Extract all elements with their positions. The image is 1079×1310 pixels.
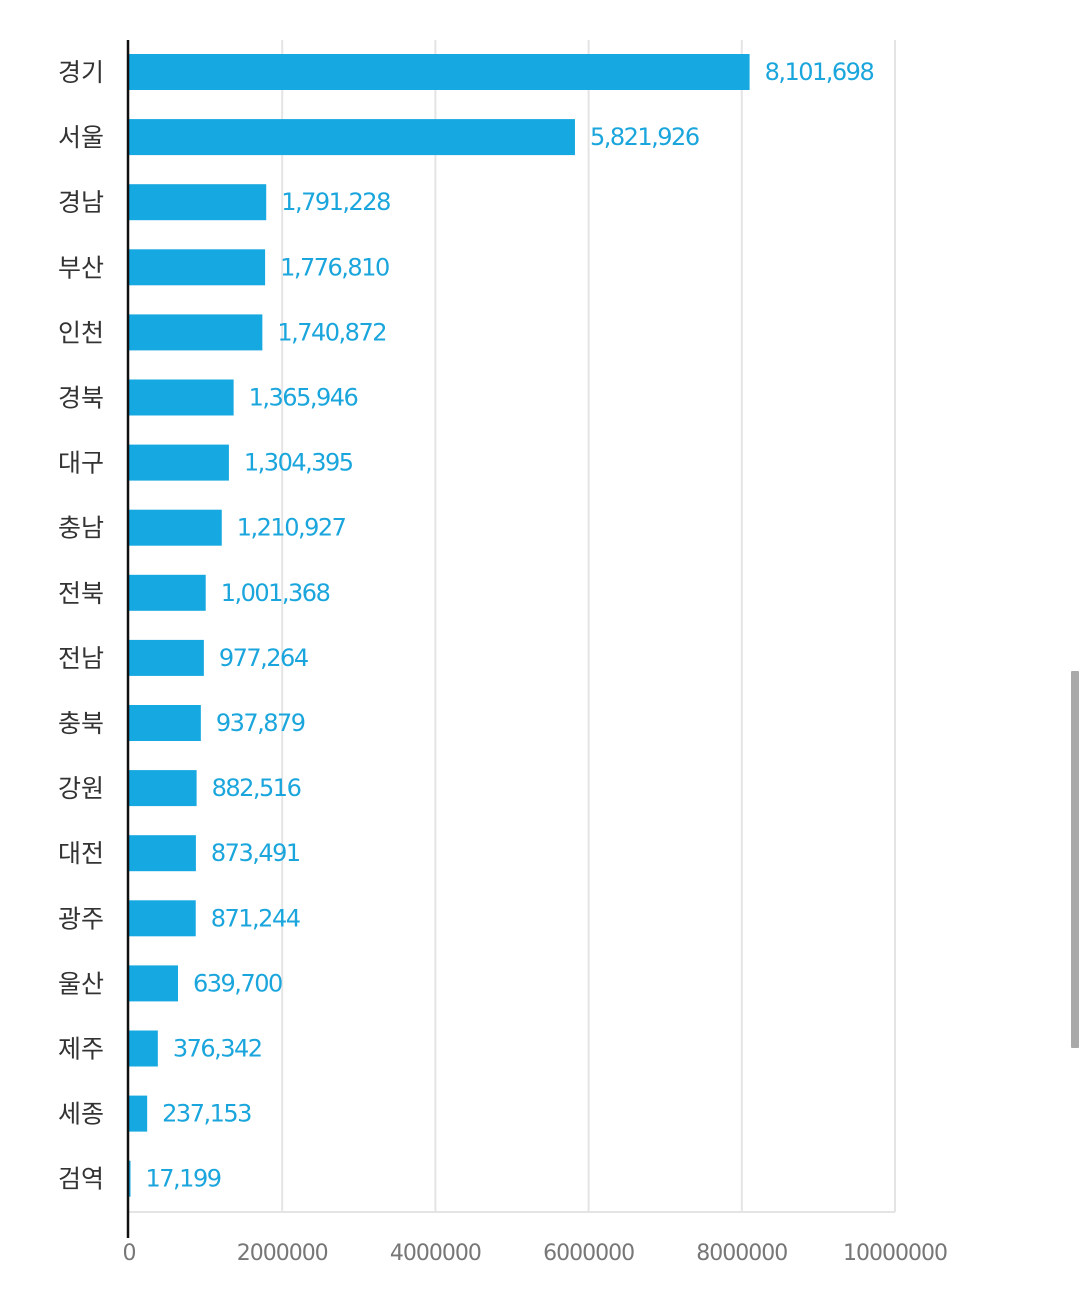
labels: 0 2000000 4000000 6000000 8000000 10000000 경기 8… bbox=[58, 58, 948, 1266]
value-label: 1,365,946 bbox=[249, 384, 358, 412]
bar-울산 bbox=[129, 965, 179, 1002]
value-label: 17,199 bbox=[146, 1165, 221, 1193]
bar-검역 bbox=[129, 1160, 131, 1197]
category-label: 광주 bbox=[58, 904, 104, 933]
category-label: 경기 bbox=[58, 58, 104, 87]
bar-대구 bbox=[129, 444, 229, 481]
value-label: 237,153 bbox=[162, 1100, 251, 1128]
bars bbox=[129, 54, 750, 1197]
bar-세종 bbox=[129, 1095, 148, 1132]
bar-대전 bbox=[129, 835, 196, 872]
category-label: 서울 bbox=[58, 123, 104, 152]
value-label: 8,101,698 bbox=[765, 58, 874, 86]
axes bbox=[126, 40, 895, 1238]
x-tick-label: 10000000 bbox=[843, 1241, 947, 1266]
category-label: 울산 bbox=[58, 969, 104, 998]
category-label: 인천 bbox=[58, 318, 104, 347]
category-label: 전북 bbox=[58, 579, 104, 608]
bar-전남 bbox=[129, 639, 204, 676]
value-label: 1,304,395 bbox=[244, 449, 353, 477]
value-label: 376,342 bbox=[173, 1035, 262, 1063]
category-label: 충북 bbox=[58, 709, 104, 738]
bar-경남 bbox=[129, 184, 267, 221]
category-label: 검역 bbox=[58, 1165, 104, 1194]
value-label: 871,244 bbox=[211, 904, 300, 932]
value-label: 5,821,926 bbox=[590, 123, 699, 151]
bar-충북 bbox=[129, 705, 201, 741]
x-tick-label: 8000000 bbox=[696, 1241, 787, 1266]
scrollbar[interactable] bbox=[1071, 671, 1079, 1048]
category-label: 전남 bbox=[58, 644, 104, 673]
category-label: 경북 bbox=[58, 384, 104, 413]
bar-서울 bbox=[129, 119, 575, 156]
bar-강원 bbox=[129, 770, 197, 807]
bar-인천 bbox=[129, 314, 263, 351]
category-label: 대구 bbox=[58, 449, 104, 478]
category-label: 부산 bbox=[58, 253, 104, 282]
bar-경북 bbox=[129, 379, 234, 416]
x-tick-label: 6000000 bbox=[543, 1241, 634, 1266]
value-label: 639,700 bbox=[193, 969, 282, 997]
bar-부산 bbox=[129, 249, 266, 286]
bar-광주 bbox=[129, 900, 196, 937]
value-label: 1,001,368 bbox=[221, 579, 330, 607]
category-label: 경남 bbox=[58, 188, 104, 217]
category-label: 강원 bbox=[58, 774, 104, 803]
bar-제주 bbox=[129, 1030, 158, 1067]
value-label: 882,516 bbox=[212, 774, 301, 802]
bar-충남 bbox=[129, 509, 222, 546]
value-label: 1,791,228 bbox=[281, 188, 390, 216]
value-label: 1,740,872 bbox=[277, 318, 386, 346]
grid-lines bbox=[281, 40, 896, 1212]
value-label: 977,264 bbox=[219, 644, 308, 672]
x-tick-label: 2000000 bbox=[237, 1241, 328, 1266]
category-label: 충남 bbox=[58, 514, 104, 543]
value-label: 873,491 bbox=[211, 839, 300, 867]
category-label: 대전 bbox=[58, 839, 104, 868]
bar-경기 bbox=[129, 54, 750, 90]
category-label: 제주 bbox=[58, 1035, 104, 1064]
x-tick-label: 4000000 bbox=[390, 1241, 481, 1266]
value-label: 1,776,810 bbox=[280, 253, 389, 281]
bar-전북 bbox=[129, 574, 206, 611]
value-label: 1,210,927 bbox=[237, 514, 346, 542]
category-label: 세종 bbox=[58, 1100, 104, 1129]
value-label: 937,879 bbox=[216, 709, 305, 737]
x-tick-label: 0 bbox=[123, 1241, 136, 1266]
